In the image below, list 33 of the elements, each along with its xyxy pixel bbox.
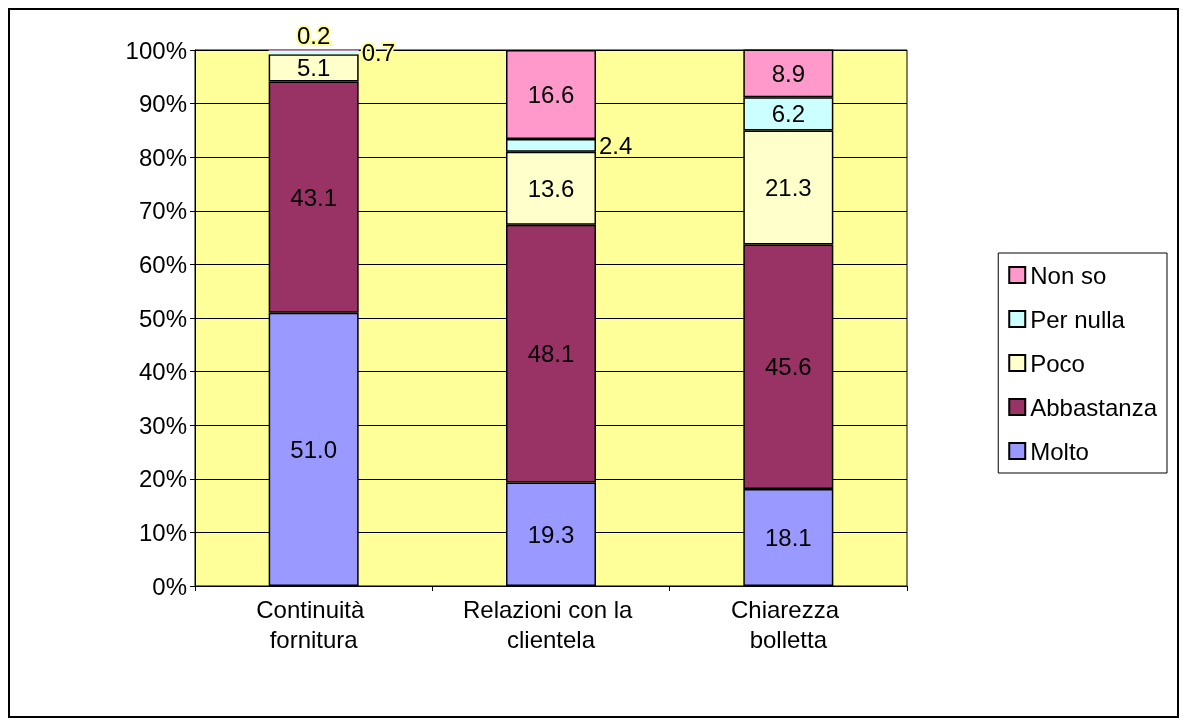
data-label: 0.2 [296,21,331,49]
y-tick-label: 100% [125,36,187,64]
y-tick-label: 0% [152,572,187,600]
data-label: 8.9 [771,59,806,87]
legend-label: Non so [1030,261,1107,289]
y-tick-label: 90% [138,90,187,118]
y-tick-label: 80% [138,143,187,171]
legend-label: Poco [1030,349,1085,377]
y-tick-label: 40% [138,358,187,386]
data-label: 18.1 [764,523,812,551]
y-tick-label: 10% [138,518,187,546]
data-label: 6.2 [771,100,806,128]
data-label: 2.4 [599,131,633,159]
legend-label: Per nulla [1030,305,1126,333]
data-label: 21.3 [764,173,812,201]
data-label: 19.3 [527,520,575,548]
legend-label: Molto [1030,437,1089,465]
y-tick-label: 70% [138,197,187,225]
data-label: 5.1 [296,54,331,82]
data-label: 16.6 [527,80,575,108]
x-tick-label: Chiarezza bolletta [730,595,846,653]
data-label: 51.0 [290,435,338,463]
y-tick-label: 60% [138,250,187,278]
data-label: 13.6 [527,174,575,202]
legend-label: Abbastanza [1030,393,1158,421]
y-tick-label: 50% [138,304,187,332]
x-tick-label: Relazioni con la clientela [462,595,640,653]
data-label: 48.1 [527,340,575,368]
y-tick-label: 20% [138,465,187,493]
data-label: 45.6 [764,353,812,381]
y-tick-label: 30% [138,411,187,439]
data-label: 43.1 [290,183,338,211]
x-tick-label: Continuità fornitura [256,595,372,653]
